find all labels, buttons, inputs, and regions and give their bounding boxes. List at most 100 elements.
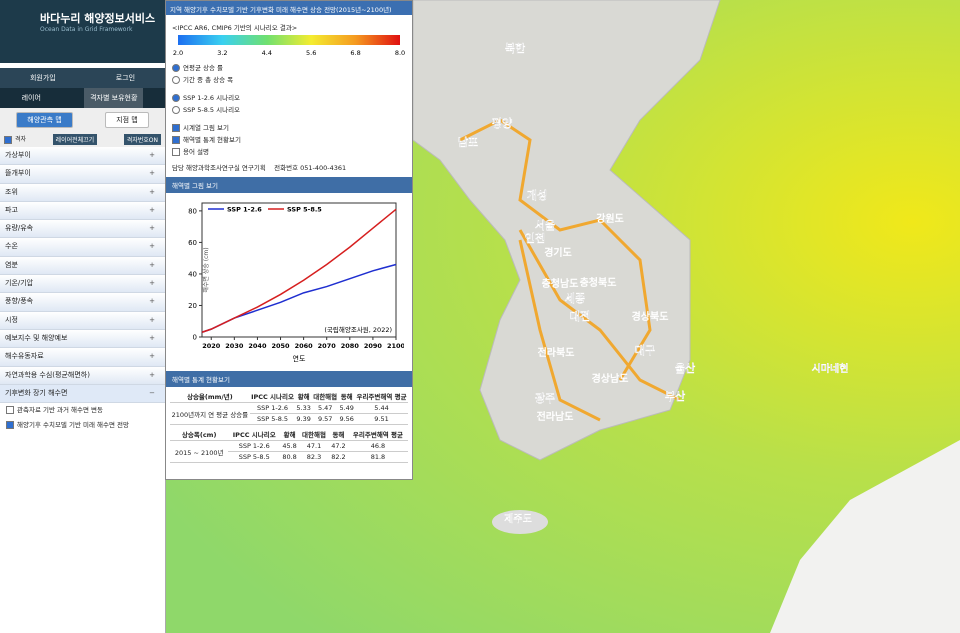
option[interactable]: 기간 중 총 상승 폭 (166, 73, 412, 85)
option[interactable]: SSP 1-2.6 시나리오 (166, 91, 412, 103)
place-label: 경기도 (544, 246, 572, 259)
option[interactable]: SSP 5-8.5 시나리오 (166, 103, 412, 115)
place-label: 충청북도 (580, 276, 617, 289)
data-cell: 5.47 (312, 402, 339, 414)
menu-item[interactable]: 시정 (0, 311, 165, 330)
option-label: 용어 설명 (183, 148, 209, 156)
place-label: 개성 (527, 188, 547, 202)
data-cell: SSP 1-2.6 (249, 402, 296, 414)
x-tick-label: 2100 (387, 342, 404, 350)
layers-off[interactable]: 레이어전체끄기 (52, 134, 98, 145)
x-tick-label: 2030 (225, 342, 244, 350)
phone: 051-400-4361 (300, 164, 347, 172)
plot-area (201, 202, 397, 338)
tab[interactable]: 격자별 보유현황 (84, 88, 144, 108)
header-cell: 우리주변해역 평균 (355, 390, 408, 403)
radio[interactable] (172, 94, 180, 102)
sidebar: 바다누리 해양정보서비스 Ocean Data in Grid Framework… (0, 0, 166, 633)
legend-label: SSP 1-2.6 (227, 206, 262, 214)
data-cell: SSP 5-8.5 (249, 413, 296, 425)
radio[interactable] (172, 76, 180, 84)
checkbox[interactable] (172, 148, 180, 156)
data-cell: 9.57 (312, 413, 339, 425)
menu-item[interactable]: 예보지수 및 해양예보 (0, 329, 165, 349)
place-label: 시마네현 (812, 362, 849, 375)
colorbar: 2.0 3.2 4.4 5.6 6.8 8.0 (173, 35, 405, 57)
island (492, 510, 548, 534)
legend-label: SSP 5-8.5 (287, 206, 322, 214)
map-button[interactable]: 지점 맵 (105, 112, 149, 128)
menu-item[interactable]: 유량/유속 (0, 220, 165, 239)
road (459, 118, 681, 422)
menu-item[interactable]: 염분 (0, 256, 165, 276)
place-label: 전라북도 (538, 346, 575, 359)
checkbox[interactable] (6, 421, 14, 430)
period-cell: 2100년까지 연 평균 상승률 (170, 402, 250, 425)
header-cell: 대한해협 (299, 428, 329, 441)
place-label: 평양 (492, 116, 512, 130)
x-tick-label: 2060 (295, 342, 314, 350)
data-cell: 46.8 (347, 440, 408, 452)
menu-item[interactable]: 기후변화 장기 해수면 (0, 384, 165, 404)
data-row: SSP 5-8.5 9.39 9.57 9.56 9.51 (170, 413, 408, 425)
menu-item[interactable]: 해수유동자료 (0, 348, 165, 367)
submenu-label: 관측자료 기반 과거 해수면 변동 (17, 406, 104, 415)
y-tick-label: 60 (188, 239, 197, 247)
grid-number[interactable]: 격자번호ON (123, 134, 161, 145)
colorbar-title: <IPCC AR6, CMIP6 기반의 시나리오 결과> (172, 24, 298, 32)
place-label: 강원도 (596, 212, 624, 225)
map-button[interactable]: 해양관측 맵 (16, 112, 73, 128)
checkbox[interactable] (6, 406, 14, 415)
menu-item[interactable]: 수온 (0, 238, 165, 257)
menu-item[interactable]: 자연과학용 수심(평균해면하) (0, 366, 165, 385)
option[interactable]: 해역별 통계 현황보기 (166, 133, 412, 145)
place-label: 대구 (635, 343, 655, 357)
option[interactable]: 연평균 상승 률 (166, 61, 412, 73)
data-cell: 5.49 (338, 402, 356, 414)
colorbar-tick: 3.2 (217, 49, 227, 57)
signup[interactable]: 회원가입 (29, 74, 56, 82)
place-label: 제주도 (504, 512, 532, 525)
checkbox[interactable] (4, 135, 12, 144)
radio[interactable] (172, 64, 180, 72)
tab[interactable]: 레이어 (21, 94, 41, 102)
data-cell: 80.8 (280, 451, 300, 463)
menu: 가상부이뜰개부이조위파고유량/유속수온염분기온/기압풍향/풍속시정예보지수 및 … (0, 147, 165, 433)
header-row: 상승율(mm/년) IPCC 시나리오 황해 대한해협 동해 우리주변해역 평균 (170, 390, 408, 403)
menu-item[interactable]: 뜰개부이 (0, 165, 165, 184)
y-tick-label: 20 (188, 302, 197, 310)
submenu-item[interactable]: 해양기후 수치모델 기반 미래 해수면 전망 (0, 418, 165, 433)
panel-title: 지역 해양기후 수치모델 기반 기후변화 미래 해수면 상승 전망(2015년~… (166, 1, 412, 15)
menu-item[interactable]: 기온/기압 (0, 275, 165, 294)
menu-item[interactable]: 파고 (0, 201, 165, 221)
header-cell: 황해 (295, 390, 313, 403)
option-label: 시계열 그림 보기 (183, 124, 229, 132)
menu-item[interactable]: 풍향/풍속 (0, 293, 165, 312)
header-cell: 동해 (338, 390, 356, 403)
x-tick-label: 2040 (248, 342, 267, 350)
radio[interactable] (172, 106, 180, 114)
place-label: 전라남도 (537, 410, 574, 423)
checkbox[interactable] (172, 124, 180, 132)
submenu-item[interactable]: 관측자료 기반 과거 해수면 변동 (0, 403, 165, 418)
x-tick-label: 2020 (202, 342, 221, 350)
menu-item[interactable]: 가상부이 (0, 147, 165, 166)
option[interactable]: 시계열 그림 보기 (166, 121, 412, 133)
x-tick-label: 2050 (271, 342, 290, 350)
colorbar-tick: 5.6 (306, 49, 316, 57)
place-label: 대전 (570, 309, 590, 323)
contact-label: 담당 (172, 164, 184, 172)
logo[interactable]: 바다누리 해양정보서비스 Ocean Data in Grid Framework (0, 0, 165, 63)
checkbox[interactable] (172, 136, 180, 144)
data-cell: 9.56 (338, 413, 356, 425)
menu-item[interactable]: 조위 (0, 183, 165, 202)
place-label: 북한 (505, 41, 525, 55)
option-label: 기간 중 총 상승 폭 (183, 76, 234, 84)
place-label: 서울 (535, 218, 555, 232)
header-row: 상승폭(cm) IPCC 시나리오 황해 대한해협 동해 우리주변해역 평균 (170, 428, 408, 441)
login[interactable]: 로그인 (115, 74, 136, 82)
option[interactable]: 용어 설명 (166, 145, 412, 157)
